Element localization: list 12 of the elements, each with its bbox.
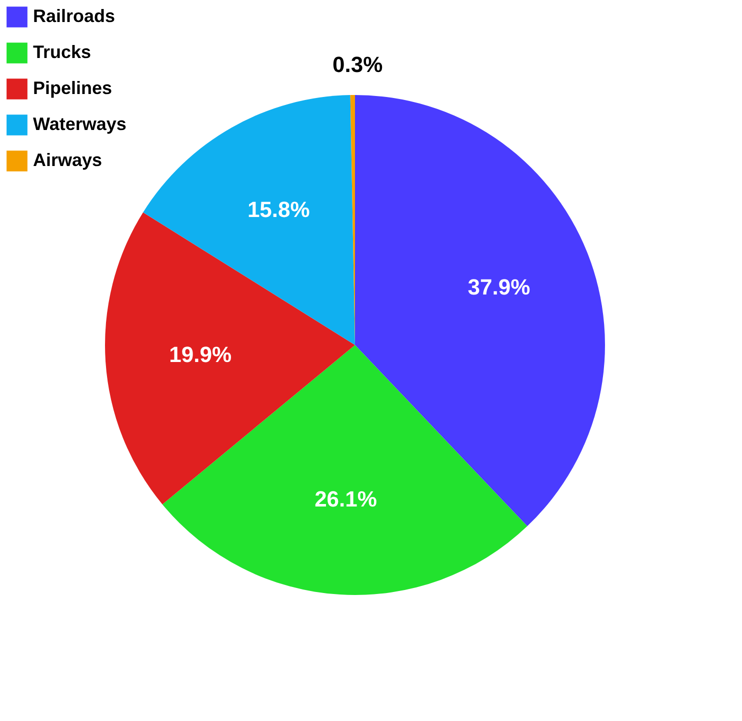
data-label: 0.3% — [332, 52, 383, 78]
data-label: 19.9% — [169, 342, 232, 368]
data-label: 15.8% — [247, 197, 310, 222]
legend-label: Railroads — [33, 6, 116, 26]
data-label: 37.9% — [468, 274, 530, 300]
legend-label: Waterways — [33, 114, 126, 134]
data-label: 26.1% — [314, 486, 377, 512]
legend-label: Pipelines — [33, 78, 112, 98]
pie-slice — [162, 345, 528, 595]
legend-label: Trucks — [33, 42, 92, 62]
legend-label: Airways — [33, 150, 102, 170]
pie-slice — [143, 95, 355, 345]
